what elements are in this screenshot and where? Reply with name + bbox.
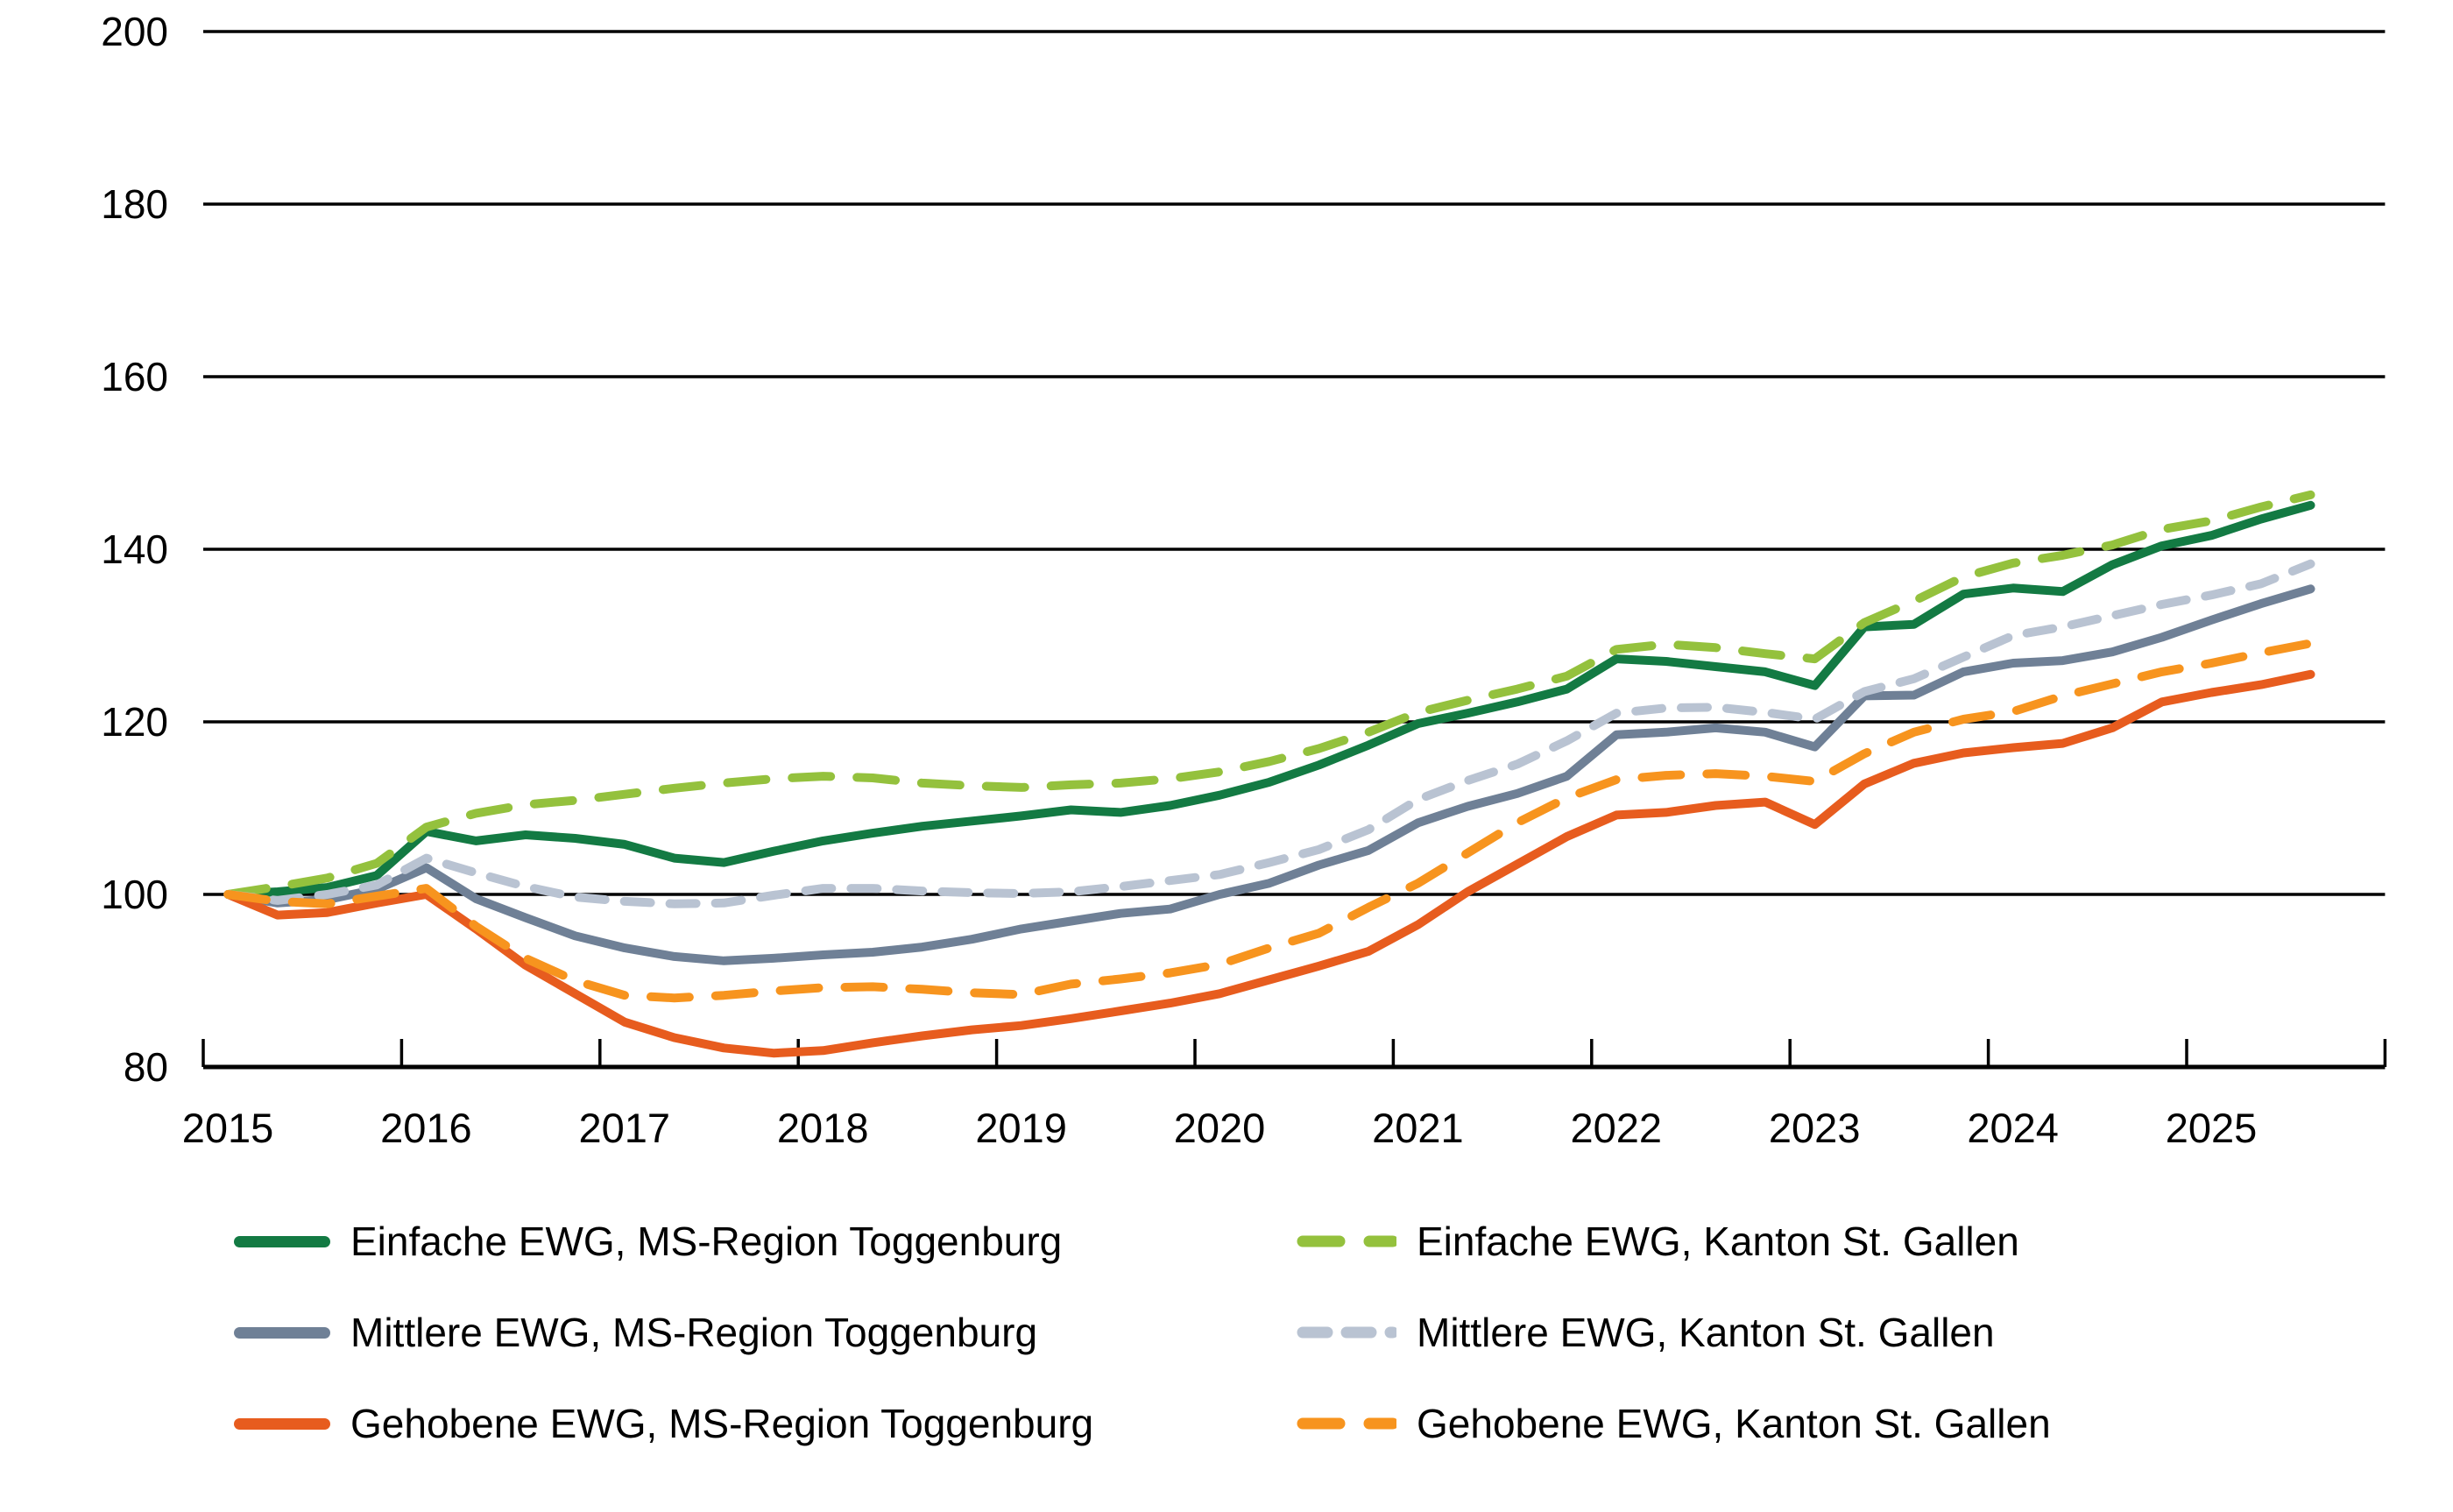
legend-label-einfache-toggenburg: Einfache EWG, MS-Region Toggenburg: [350, 1219, 1063, 1264]
series-line-einfache-toggenburg: [223, 500, 2315, 899]
y-tick-label: 160: [101, 354, 168, 399]
y-tick-label: 180: [101, 181, 168, 227]
x-tick-label: 2024: [1967, 1105, 2059, 1151]
series-line-einfache-kanton: [223, 490, 2315, 899]
x-tick-label: 2018: [776, 1105, 869, 1151]
series-line-gehobene-kanton: [223, 639, 2315, 1003]
x-tick-label: 2015: [181, 1105, 274, 1151]
series-line-mittlere-toggenburg: [223, 584, 2315, 965]
legend-label-mittlere-toggenburg: Mittlere EWG, MS-Region Toggenburg: [350, 1310, 1038, 1355]
legend-swatch-gehobene-kanton: [1297, 1417, 1396, 1430]
legend-label-einfache-kanton: Einfache EWG, Kanton St. Gallen: [1417, 1219, 2019, 1264]
x-tick-label: 2020: [1173, 1105, 1266, 1151]
series-line-mittlere-kanton: [223, 559, 2315, 908]
x-tick-label: 2016: [380, 1105, 472, 1151]
legend-item-gehobene-toggenburg: Gehobene EWG, MS-Region Toggenburg: [234, 1399, 1093, 1448]
legend-swatch-mittlere-kanton: [1297, 1326, 1396, 1339]
legend-item-einfache-toggenburg: Einfache EWG, MS-Region Toggenburg: [234, 1217, 1062, 1266]
y-tick-label: 140: [101, 526, 168, 572]
legend-item-einfache-kanton: Einfache EWG, Kanton St. Gallen: [1297, 1217, 2019, 1266]
y-tick-label: 120: [101, 699, 168, 745]
y-tick-label: 80: [123, 1044, 168, 1090]
x-tick-label: 2021: [1372, 1105, 1464, 1151]
x-tick-label: 2017: [578, 1105, 671, 1151]
legend-swatch-mittlere-toggenburg: [234, 1326, 330, 1339]
x-tick-label: 2019: [975, 1105, 1067, 1151]
legend-swatch-gehobene-toggenburg: [234, 1417, 330, 1430]
series-line-gehobene-toggenburg: [223, 669, 2315, 1058]
x-tick-label: 2025: [2165, 1105, 2258, 1151]
y-tick-label: 200: [101, 9, 168, 54]
legend-label-gehobene-kanton: Gehobene EWG, Kanton St. Gallen: [1417, 1401, 2051, 1446]
legend-swatch-einfache-kanton: [1297, 1235, 1396, 1247]
y-tick-label: 100: [101, 872, 168, 917]
x-tick-label: 2022: [1570, 1105, 1663, 1151]
legend-label-gehobene-toggenburg: Gehobene EWG, MS-Region Toggenburg: [350, 1401, 1094, 1446]
legend-label-mittlere-kanton: Mittlere EWG, Kanton St. Gallen: [1417, 1310, 1995, 1355]
x-tick-label: 2023: [1768, 1105, 1861, 1151]
legend-item-gehobene-kanton: Gehobene EWG, Kanton St. Gallen: [1297, 1399, 2051, 1448]
legend-swatch-einfache-toggenburg: [234, 1235, 330, 1247]
legend-item-mittlere-kanton: Mittlere EWG, Kanton St. Gallen: [1297, 1308, 1995, 1357]
legend-item-mittlere-toggenburg: Mittlere EWG, MS-Region Toggenburg: [234, 1308, 1037, 1357]
